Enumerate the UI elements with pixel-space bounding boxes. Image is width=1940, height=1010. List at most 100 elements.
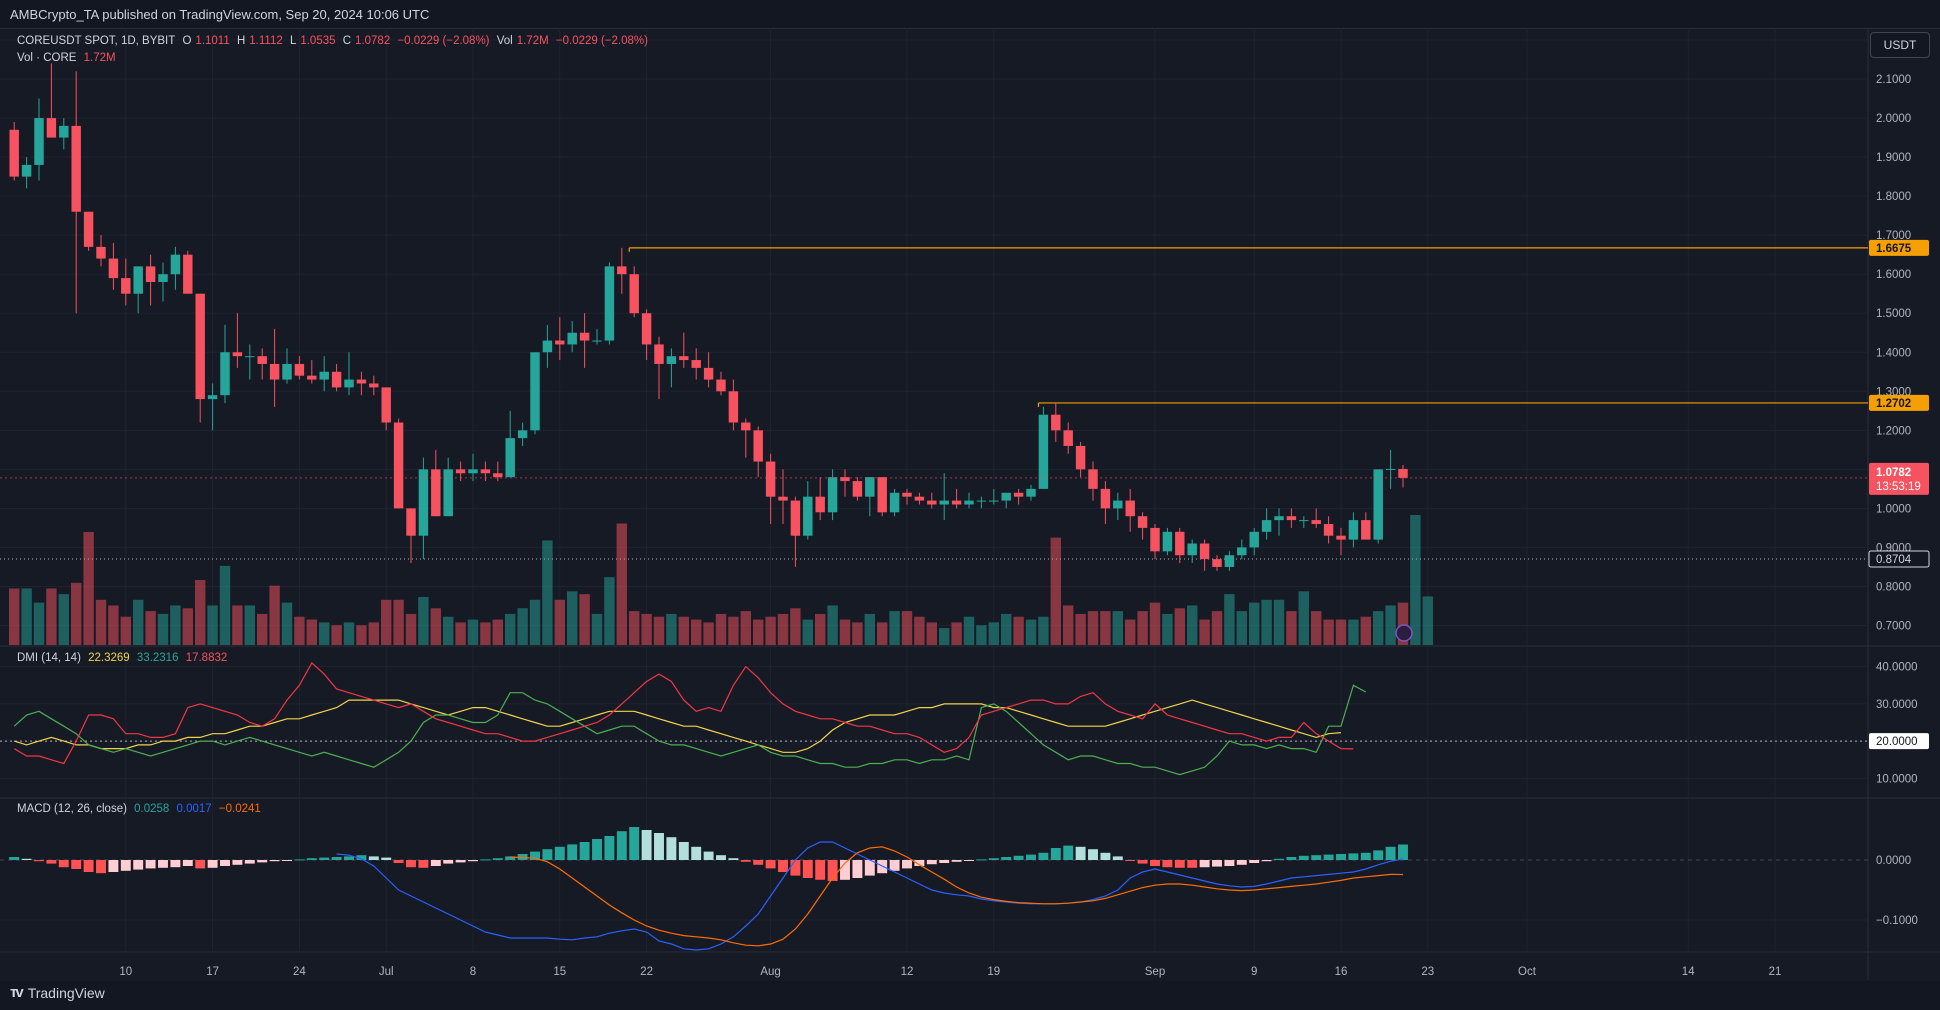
volume-bar xyxy=(1025,619,1037,645)
volume-bar xyxy=(1335,619,1347,645)
macd-histogram-bar xyxy=(58,860,69,868)
volume-bar xyxy=(566,591,578,645)
candle-body xyxy=(1385,468,1396,470)
volume-bar xyxy=(839,619,851,645)
tradingview-logo[interactable]: ᴛᴠ TradingView xyxy=(10,984,105,1001)
candle-body xyxy=(21,164,32,177)
candle-body xyxy=(468,469,478,474)
legend-open: 1.1011 xyxy=(195,35,230,47)
level-price-tag xyxy=(1869,394,1929,411)
macd-histogram-bar xyxy=(21,858,32,860)
time-tick-label: 15 xyxy=(553,966,566,978)
macd-histogram-bar xyxy=(406,860,416,868)
candle-body xyxy=(307,375,317,380)
price-tick-label: 1.4000 xyxy=(1876,347,1911,359)
macd-histogram-bar xyxy=(331,857,342,860)
candle-body xyxy=(1336,535,1346,540)
candle-body xyxy=(59,125,69,138)
volume-bar xyxy=(1211,611,1223,645)
macd-histogram-bar xyxy=(220,860,230,866)
macd-signal-value: −0.0241 xyxy=(218,803,261,815)
macd-histogram-bar xyxy=(83,860,94,872)
candle-body xyxy=(183,254,193,294)
macd-histogram-bar xyxy=(170,860,181,868)
macd-histogram-bar xyxy=(1063,845,1074,860)
candle-body xyxy=(1299,520,1309,522)
volume-bar xyxy=(988,622,1000,645)
candle-body xyxy=(1150,527,1160,552)
volume-bar xyxy=(393,599,404,645)
macd-histogram-bar xyxy=(902,860,912,869)
candle-body xyxy=(393,422,404,509)
volume-bar xyxy=(901,611,913,645)
volume-bar xyxy=(1174,608,1186,645)
volume-bar xyxy=(963,616,975,645)
candle-body xyxy=(319,371,329,380)
macd-histogram-bar xyxy=(1038,852,1049,860)
volume-bar xyxy=(1348,619,1359,645)
candle-body xyxy=(170,254,181,275)
macd-histogram-bar xyxy=(1137,860,1148,864)
volume-bar xyxy=(703,622,714,645)
volume-bar xyxy=(1186,605,1198,645)
volume-bar xyxy=(1013,616,1024,645)
legend-close: 1.0782 xyxy=(355,35,391,47)
candle-body xyxy=(1286,516,1297,521)
time-tick-label: 17 xyxy=(206,966,219,978)
dmi-legend-label: DMI (14, 14) xyxy=(17,652,81,664)
volume-bar xyxy=(70,582,82,645)
candle-body xyxy=(765,461,776,497)
volume-bar xyxy=(182,608,194,645)
chart-frame[interactable] xyxy=(0,28,1940,981)
volume-bar xyxy=(653,616,665,645)
candle-body xyxy=(555,340,565,345)
volume-bar xyxy=(108,605,119,645)
macd-histogram-bar xyxy=(567,844,578,860)
macd-histogram-bar xyxy=(1050,848,1061,860)
time-tick-label: Jul xyxy=(379,966,394,978)
macd-histogram-bar xyxy=(418,860,429,868)
legend-vol-change: −0.0229 (−2.08%) xyxy=(555,35,648,47)
volume-bar xyxy=(728,616,739,645)
macd-histogram-bar xyxy=(1187,860,1198,868)
macd-histogram-bar xyxy=(108,860,119,872)
candle-body xyxy=(542,340,553,353)
candle-body xyxy=(989,500,999,502)
macd-histogram-bar xyxy=(554,846,565,860)
main-legend: COREUSDT SPOT, 1D, BYBIT O 1.1011 H 1.1112… xyxy=(17,35,652,47)
macd-histogram-bar xyxy=(71,860,82,869)
candle-body xyxy=(629,274,639,314)
volume-bar xyxy=(368,622,380,645)
candle-body xyxy=(1075,445,1086,470)
volume-bar xyxy=(95,599,107,645)
macd-histogram-bar xyxy=(1026,854,1036,860)
volume-bar xyxy=(58,594,70,645)
macd-histogram-bar xyxy=(815,860,826,880)
macd-histogram-bar xyxy=(939,860,950,863)
candle-body xyxy=(1162,531,1173,552)
macd-histogram-bar xyxy=(1360,852,1371,860)
macd-histogram-bar xyxy=(1150,860,1160,866)
macd-histogram-bar xyxy=(257,860,268,863)
candle-body xyxy=(1175,531,1185,556)
candle-body xyxy=(1026,488,1036,497)
macd-legend: MACD (12, 26, close) 0.0258 0.0017 −0.02… xyxy=(17,803,265,815)
candle-body xyxy=(840,477,850,482)
volume-bar xyxy=(46,588,57,645)
last-price-tag xyxy=(1869,462,1929,495)
macd-histogram-bar xyxy=(629,827,640,860)
volume-bar xyxy=(343,622,355,645)
candle-body xyxy=(294,363,305,376)
candle-body xyxy=(654,344,664,364)
macd-histogram-bar xyxy=(641,830,652,860)
macd-histogram-bar xyxy=(145,860,156,869)
macd-histogram-bar xyxy=(381,857,392,860)
macd-histogram-bar xyxy=(356,855,367,860)
candle-body xyxy=(579,332,590,341)
time-tick-label: 22 xyxy=(640,966,653,978)
candle-body xyxy=(1100,488,1111,509)
candle-body xyxy=(914,496,925,501)
dmi-legend: DMI (14, 14) 22.3269 33.2316 17.8832 xyxy=(17,652,231,664)
currency-button[interactable]: USDT xyxy=(1870,32,1930,58)
